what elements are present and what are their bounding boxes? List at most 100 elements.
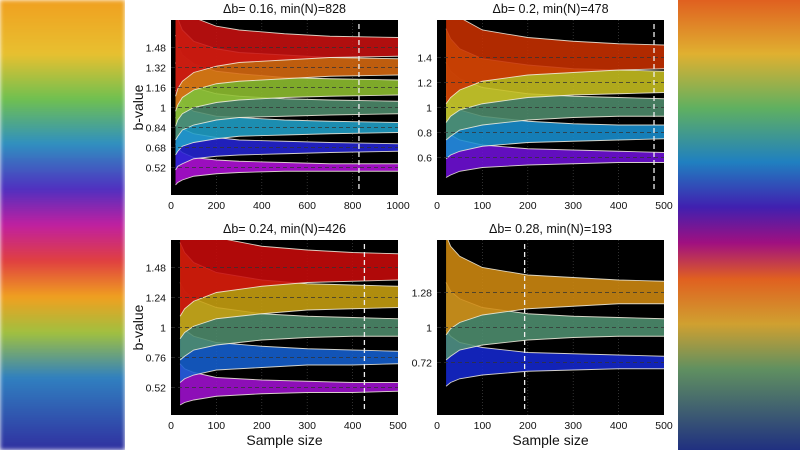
x-tick-label: 400 [610,420,628,432]
band-lower-bound [445,335,664,361]
panel-1: Δb= 0.16, min(N)=828 0 200 400 600 800 1000 0.5… [130,2,410,212]
x-axis-label: Sample size [512,432,588,448]
y-tick-label: 1.4 [417,53,432,65]
x-tick-label: 500 [389,420,407,432]
band-lower-bound [179,390,398,406]
band-lower-bound [179,279,398,317]
band-lower-bound [179,335,398,361]
band-1 [446,282,664,360]
x-tick-label: 500 [655,200,673,212]
x-tick-label: 200 [519,420,537,432]
x-tick-label: 0 [168,200,174,212]
y-tick-label: 1.2 [417,78,432,90]
y-tick-label: 0.84 [146,123,167,135]
x-tick-label: 400 [253,200,271,212]
y-tick-label: 1.28 [412,288,433,300]
x-tick-label: 300 [298,420,316,432]
band-1 [180,282,398,360]
x-tick-label: 100 [474,420,492,432]
x-axis-label: Sample size [246,432,322,448]
x-tick-label: 300 [564,200,582,212]
figure: Δb= 0.16, min(N)=828 0 200 400 600 800 1000 0.5… [125,0,678,450]
bands [179,240,398,406]
x-tick-label: 200 [208,200,226,212]
x-tick-label: 0 [434,200,440,212]
x-tick-label: 1000 [386,200,410,212]
y-tick-label: 0.6 [417,153,432,165]
band-1.48 [180,240,398,317]
bands [175,20,398,186]
band-1.2 [446,28,664,123]
band-0.72 [446,330,664,387]
panel-2: Δb= 0.2, min(N)=478 0 100 200 300 400 500 0.6 0.… [417,2,673,212]
y-tick-label: 0.76 [146,353,167,365]
background-blur-left [0,0,125,450]
x-tick-label: 0 [168,420,174,432]
background-blur-right [678,0,800,450]
band-upper-bound [447,240,664,282]
band-lower-bound [445,92,664,123]
band-1.28 [446,240,664,335]
y-axis-label: b-value [130,304,146,350]
y-tick-label: 1 [160,323,166,335]
x-tick-label: 200 [253,420,271,432]
band-upper-bound [226,240,398,255]
band-lower-bound [179,307,398,340]
panel-title: Δb= 0.28, min(N)=193 [489,222,612,236]
band-0.8 [446,96,664,159]
band-0.52 [175,143,398,185]
band-lower-bound [175,94,398,127]
band-lower-bound [175,132,398,156]
y-tick-label: 1.48 [146,263,167,275]
x-tick-label: 0 [434,420,440,432]
y-tick-label: 1 [426,103,432,115]
band-0.6 [446,131,664,178]
y-axis-label: b-value [130,84,146,130]
band-1.32 [175,20,398,112]
band-0.84 [175,90,398,155]
y-tick-label: 1 [426,323,432,335]
panel-3: Δb= 0.24, min(N)=426 0 100 200 300 400 500 0.52… [130,222,407,448]
band-0.68 [175,117,398,170]
x-tick-label: 300 [564,420,582,432]
y-tick-label: 0.52 [146,383,167,395]
band-1.24 [180,242,398,339]
y-tick-label: 0.68 [146,143,167,155]
band-1 [175,62,398,140]
band-lower-bound [445,162,664,178]
bands [445,20,664,178]
band-lower-bound [175,150,398,171]
x-tick-label: 100 [208,420,226,432]
band-1 [446,62,664,140]
x-tick-label: 100 [474,200,492,212]
band-1.48 [175,20,398,97]
band-lower-bound [175,55,398,97]
x-tick-label: 200 [519,200,537,212]
band-1.4 [446,20,664,104]
y-tick-label: 1 [160,103,166,115]
panel-title: Δb= 0.16, min(N)=828 [223,2,346,16]
panel-4: Δb= 0.28, min(N)=193 0 100 200 300 400 500 0.72… [412,222,673,448]
x-tick-label: 400 [610,200,628,212]
panel-title: Δb= 0.24, min(N)=426 [223,222,346,236]
y-tick-label: 1.24 [146,293,167,305]
band-upper-bound [198,20,398,38]
panel-title: Δb= 0.2, min(N)=478 [492,2,608,16]
y-tick-label: 1.32 [146,63,167,75]
band-lower-bound [175,113,398,141]
band-lower-bound [445,368,664,387]
y-tick-label: 0.72 [412,358,433,370]
x-tick-label: 800 [344,200,362,212]
band-lower-bound [179,363,398,383]
band-0.52 [180,363,398,405]
y-tick-label: 1.16 [146,83,167,95]
x-tick-label: 500 [655,420,673,432]
y-tick-label: 0.52 [146,163,167,175]
x-tick-label: 600 [298,200,316,212]
band-lower-bound [175,74,398,112]
band-1.16 [175,35,398,127]
band-lower-bound [445,115,664,141]
band-0.76 [180,323,398,383]
band-upper-bound [463,20,664,46]
